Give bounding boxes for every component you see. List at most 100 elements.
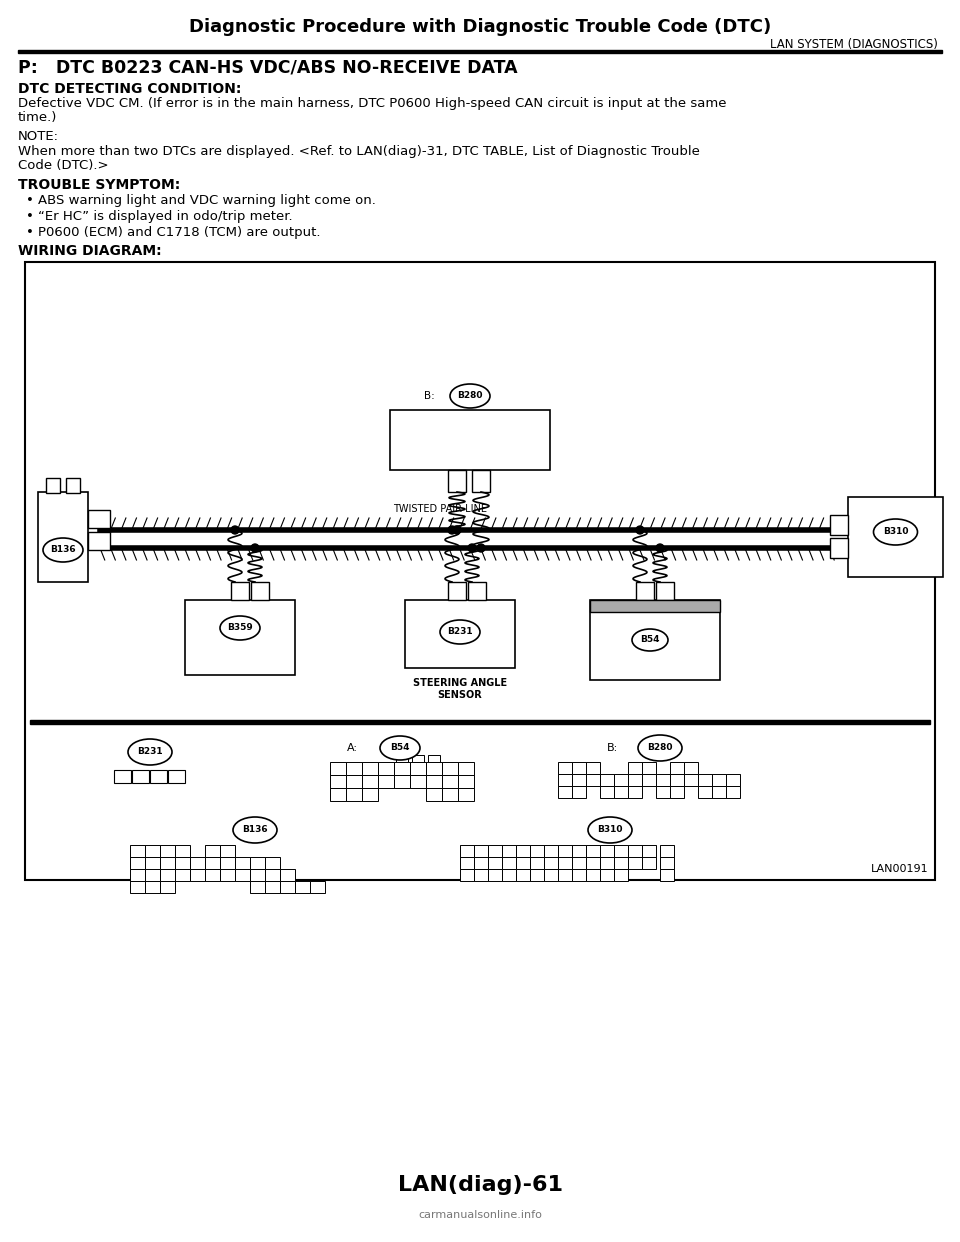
- Text: 7: 7: [688, 765, 693, 771]
- Text: 12: 12: [365, 777, 374, 786]
- Bar: [410, 763, 426, 775]
- Text: 13: 13: [223, 858, 232, 867]
- Bar: [362, 775, 378, 787]
- Circle shape: [636, 527, 644, 534]
- Text: 33: 33: [518, 872, 527, 878]
- Bar: [38, 492, 88, 582]
- Text: 20: 20: [729, 777, 737, 782]
- Text: 9: 9: [165, 858, 170, 867]
- Text: 11: 11: [603, 777, 612, 782]
- Bar: [280, 869, 295, 881]
- Bar: [474, 857, 488, 869]
- Text: UNIT: UNIT: [456, 442, 484, 452]
- Bar: [160, 845, 175, 857]
- Bar: [412, 755, 424, 763]
- Text: STEERING ANGLE: STEERING ANGLE: [413, 678, 507, 688]
- Text: 2: 2: [453, 586, 459, 595]
- Bar: [628, 786, 642, 799]
- Bar: [544, 869, 558, 881]
- Bar: [220, 869, 235, 881]
- Bar: [848, 497, 943, 578]
- Text: YAW RATE: YAW RATE: [210, 645, 270, 655]
- Text: 20: 20: [835, 544, 847, 553]
- Bar: [572, 845, 586, 857]
- Text: 20: 20: [533, 859, 541, 866]
- Text: B:: B:: [607, 743, 618, 753]
- Bar: [231, 582, 249, 600]
- Text: 24: 24: [588, 859, 597, 866]
- Bar: [712, 774, 726, 786]
- Text: WIRING DIAGRAM:: WIRING DIAGRAM:: [18, 243, 161, 258]
- Bar: [458, 775, 474, 787]
- Text: 5: 5: [399, 764, 404, 773]
- Text: 2: 2: [479, 848, 483, 854]
- Bar: [426, 787, 442, 801]
- Text: B30: B30: [473, 477, 489, 486]
- Bar: [628, 857, 642, 869]
- Bar: [572, 774, 586, 786]
- Text: 4: 4: [633, 765, 637, 771]
- Text: 9: 9: [464, 764, 468, 773]
- Bar: [474, 869, 488, 881]
- Bar: [250, 869, 265, 881]
- Text: 17: 17: [491, 859, 499, 866]
- Text: NOTE:: NOTE:: [18, 130, 59, 143]
- Text: B:: B:: [424, 391, 435, 401]
- Ellipse shape: [380, 737, 420, 760]
- Ellipse shape: [450, 384, 490, 409]
- Text: 6: 6: [535, 848, 540, 854]
- Bar: [175, 857, 190, 869]
- Bar: [265, 869, 280, 881]
- Text: 16: 16: [268, 858, 277, 867]
- Text: 20: 20: [349, 790, 359, 799]
- Text: 30: 30: [162, 883, 173, 892]
- Text: 1: 1: [119, 771, 125, 780]
- Bar: [220, 857, 235, 869]
- Bar: [488, 857, 502, 869]
- Text: 9: 9: [577, 777, 581, 782]
- Bar: [558, 869, 572, 881]
- Bar: [628, 763, 642, 774]
- Text: TROUBLE SYMPTOM:: TROUBLE SYMPTOM:: [18, 178, 180, 193]
- Text: 34: 34: [533, 872, 541, 878]
- Text: 4: 4: [507, 848, 511, 854]
- Bar: [558, 774, 572, 786]
- Bar: [460, 845, 474, 857]
- Text: 26: 26: [268, 871, 277, 879]
- Text: 27: 27: [282, 871, 292, 879]
- Bar: [530, 869, 544, 881]
- Text: 11: 11: [603, 848, 612, 854]
- Bar: [362, 763, 378, 775]
- Text: •: •: [26, 194, 34, 207]
- Text: ECM: ECM: [50, 502, 76, 515]
- Text: 18: 18: [461, 777, 470, 786]
- Text: BODY INTEGRATED: BODY INTEGRATED: [416, 428, 525, 438]
- Text: 5: 5: [210, 847, 215, 856]
- Text: time.): time.): [18, 111, 58, 124]
- Ellipse shape: [632, 628, 668, 651]
- Bar: [426, 775, 442, 787]
- Bar: [670, 774, 684, 786]
- Bar: [250, 881, 265, 893]
- Text: 13: 13: [381, 777, 391, 786]
- Bar: [642, 845, 656, 857]
- Text: B310: B310: [597, 826, 623, 835]
- Bar: [636, 582, 654, 600]
- Text: 27: 27: [673, 789, 682, 795]
- Bar: [190, 869, 205, 881]
- Text: 3: 3: [165, 847, 170, 856]
- Bar: [660, 857, 674, 869]
- Bar: [586, 869, 600, 881]
- Bar: [614, 845, 628, 857]
- Text: 2: 2: [577, 765, 581, 771]
- Bar: [586, 857, 600, 869]
- Bar: [442, 775, 458, 787]
- Bar: [502, 857, 516, 869]
- Text: TCM: TCM: [641, 658, 668, 668]
- Text: SENSOR: SENSOR: [216, 657, 264, 667]
- Text: 1: 1: [473, 586, 479, 595]
- Text: 23: 23: [223, 871, 232, 879]
- Bar: [251, 582, 269, 600]
- Bar: [405, 600, 515, 668]
- Bar: [628, 774, 642, 786]
